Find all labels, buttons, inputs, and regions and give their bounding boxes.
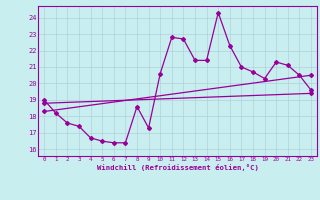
X-axis label: Windchill (Refroidissement éolien,°C): Windchill (Refroidissement éolien,°C) (97, 164, 259, 171)
